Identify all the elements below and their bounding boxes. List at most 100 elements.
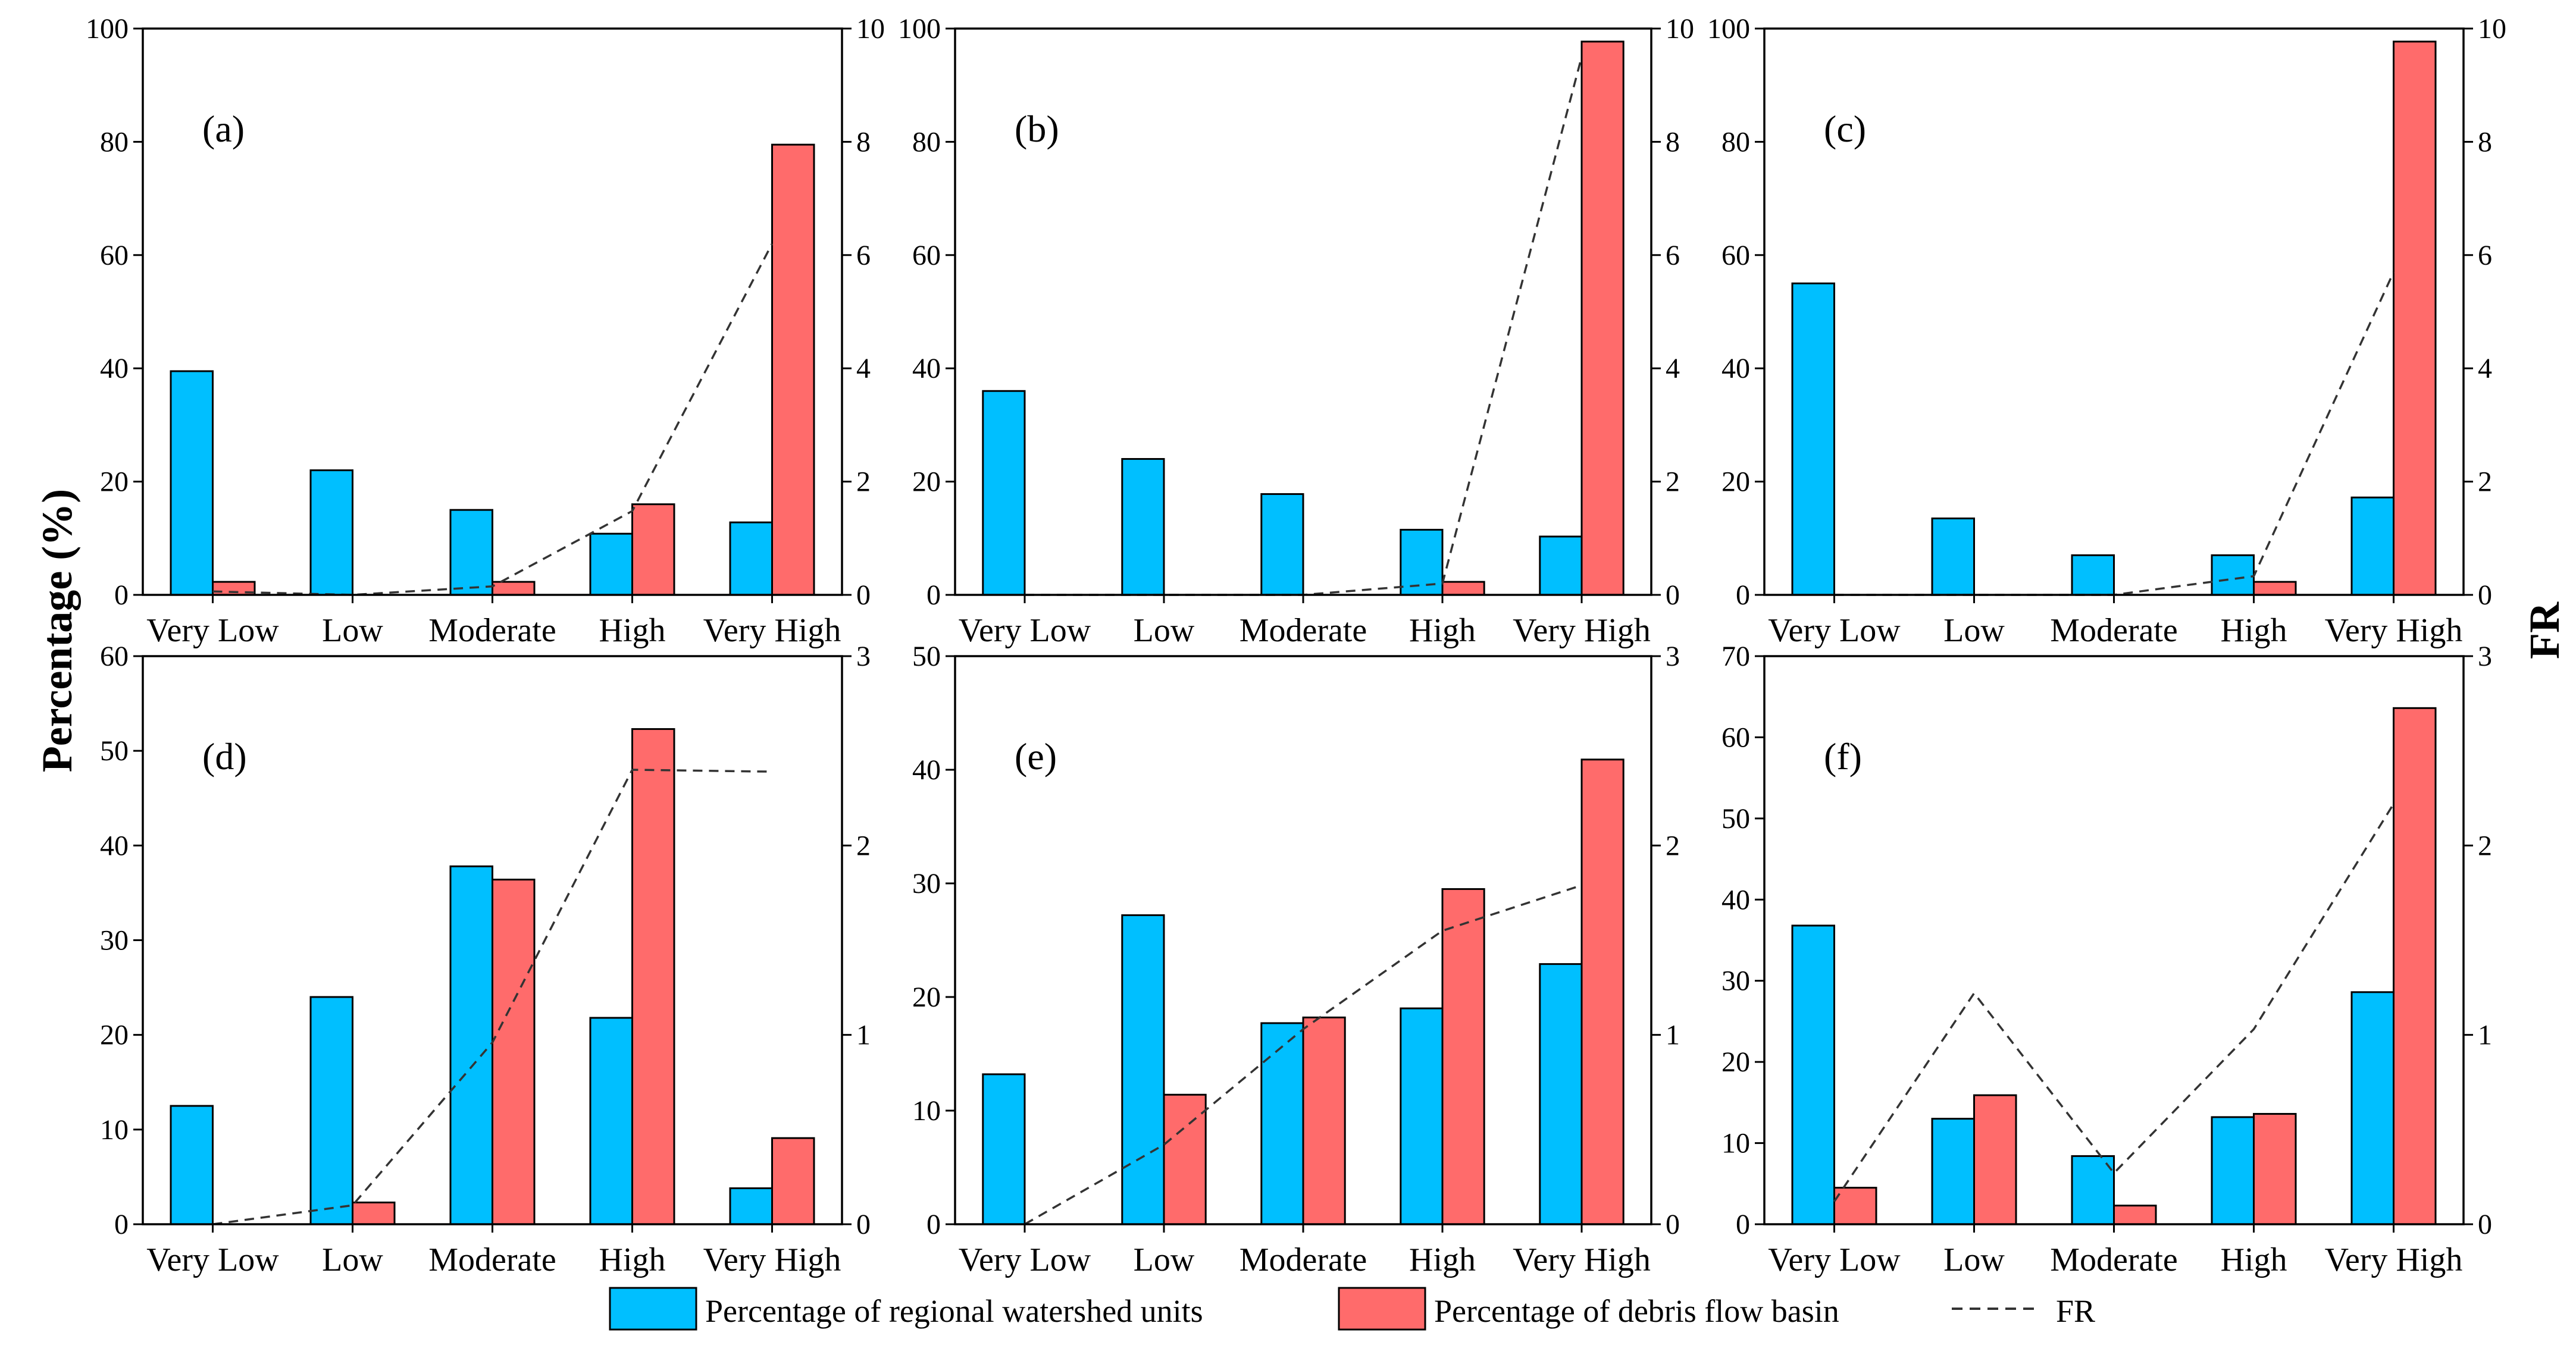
- y2-tick-label: 4: [856, 353, 871, 384]
- fr-line: [212, 243, 774, 596]
- bar-debris: [631, 728, 675, 1225]
- bar-watershed: [1400, 529, 1444, 596]
- bar-watershed: [1121, 458, 1165, 596]
- y-tick-label: 0: [927, 1209, 941, 1240]
- legend-label-watershed: Percentage of regional watershed units: [705, 1293, 1203, 1329]
- fr-line: [1833, 803, 2395, 1202]
- x-tick-label: Moderate: [2050, 612, 2178, 649]
- bar-debris: [492, 879, 536, 1225]
- y-tick-label: 60: [100, 641, 129, 672]
- bar-debris: [1302, 1016, 1346, 1225]
- y2-tick-label: 4: [1666, 353, 1680, 384]
- y2-tick-label: 0: [1666, 1209, 1680, 1240]
- y2-tick-label: 1: [1666, 1020, 1680, 1051]
- bar-watershed: [729, 521, 773, 596]
- bar-watershed: [729, 1187, 773, 1225]
- panel-tag: (a): [202, 108, 245, 150]
- x-tick-label: High: [2221, 612, 2287, 649]
- bar-watershed: [1931, 1118, 1975, 1225]
- y-tick-label: 80: [100, 126, 129, 158]
- panels: Very Low Low Moderate High Very High02040608…: [86, 13, 2506, 1278]
- bar-watershed: [2211, 1116, 2255, 1225]
- bar-debris: [1833, 1187, 1877, 1225]
- y-tick-label: 50: [912, 641, 941, 672]
- bar-watershed: [982, 1073, 1026, 1225]
- y-tick-label: 60: [100, 240, 129, 271]
- y-tick-label: 100: [1707, 13, 1750, 45]
- y-tick-label: 0: [1736, 1209, 1750, 1240]
- x-tick-label: Very Low: [146, 612, 279, 649]
- bar-watershed: [309, 469, 353, 596]
- fr-line: [1024, 884, 1582, 1225]
- y2-tick-label: 1: [2478, 1020, 2492, 1051]
- y-tick-label: 10: [1721, 1128, 1750, 1159]
- panel-tag: (d): [202, 735, 247, 777]
- bar-watershed: [1931, 517, 1975, 596]
- x-tick-label: Low: [1134, 612, 1195, 649]
- legend-swatch-debris: [1338, 1287, 1426, 1331]
- y-tick-label: 70: [1721, 641, 1750, 672]
- x-tick-label: Very High: [1513, 612, 1651, 649]
- y2-tick-label: 10: [2478, 13, 2506, 45]
- legend-label-fr: FR: [2056, 1293, 2095, 1329]
- y2-tick-label: 2: [1666, 466, 1680, 498]
- y-tick-label: 40: [1721, 353, 1750, 384]
- bar-watershed: [1791, 924, 1835, 1225]
- y-tick-label: 40: [912, 754, 941, 786]
- bar-watershed: [1260, 1022, 1304, 1225]
- y2-tick-label: 4: [2478, 353, 2492, 384]
- y-tick-label: 60: [912, 240, 941, 271]
- bar-debris: [1163, 1093, 1207, 1225]
- x-tick-label: Low: [1134, 1241, 1195, 1278]
- bar-watershed: [1400, 1007, 1444, 1225]
- y2-tick-label: 3: [2478, 641, 2492, 672]
- bar-debris: [2393, 707, 2437, 1225]
- x-tick-label: Very High: [703, 1241, 841, 1278]
- fr-line: [1834, 271, 2395, 596]
- y-tick-label: 0: [114, 579, 129, 611]
- panel-tag: (c): [1824, 108, 1866, 150]
- y2-tick-label: 0: [856, 1209, 871, 1240]
- panel-tag: (e): [1015, 735, 1057, 777]
- bar-debris: [2253, 581, 2297, 596]
- y2-tick-label: 0: [2478, 579, 2492, 611]
- x-tick-label: High: [1409, 1241, 1476, 1278]
- y2-tick-label: 0: [2478, 1209, 2492, 1240]
- y-tick-label: 0: [114, 1209, 129, 1240]
- legend: Percentage of regional watershed units P…: [609, 1287, 2095, 1331]
- bar-debris: [771, 1137, 815, 1225]
- bar-debris: [492, 581, 536, 596]
- x-tick-label: Moderate: [428, 1241, 556, 1278]
- x-tick-label: Low: [1943, 1241, 2005, 1278]
- plot-frame: [1763, 27, 2465, 596]
- y2-tick-label: 8: [1666, 126, 1680, 158]
- x-tick-label: Moderate: [428, 612, 556, 649]
- y-tick-label: 80: [1721, 126, 1750, 158]
- y-tick-label: 50: [1721, 803, 1750, 835]
- bar-debris: [2393, 40, 2437, 596]
- bar-debris: [631, 503, 675, 596]
- x-tick-label: Moderate: [1240, 612, 1367, 649]
- x-tick-label: High: [1409, 612, 1476, 649]
- y-tick-label: 10: [912, 1095, 941, 1127]
- fr-line: [212, 769, 772, 1225]
- bar-watershed: [170, 1105, 214, 1225]
- bar-watershed: [1121, 914, 1165, 1225]
- bar-watershed: [449, 865, 493, 1225]
- y-tick-label: 20: [912, 466, 941, 498]
- y2-tick-label: 2: [1666, 830, 1680, 861]
- x-tick-label: Moderate: [1240, 1241, 1367, 1278]
- x-tick-label: Low: [322, 1241, 383, 1278]
- bar-debris: [2113, 1205, 2157, 1225]
- x-tick-label: Low: [1943, 612, 2005, 649]
- bar-watershed: [170, 370, 214, 596]
- bar-watershed: [589, 1017, 633, 1225]
- y-tick-label: 30: [100, 925, 129, 957]
- x-tick-label: Moderate: [2050, 1241, 2178, 1278]
- x-tick-label: Very Low: [1768, 612, 1901, 649]
- y2-tick-label: 1: [856, 1020, 871, 1051]
- bar-debris: [2253, 1112, 2297, 1225]
- x-tick-label: Very High: [1513, 1241, 1651, 1278]
- bar-debris: [1580, 758, 1625, 1225]
- y-tick-label: 80: [912, 126, 941, 158]
